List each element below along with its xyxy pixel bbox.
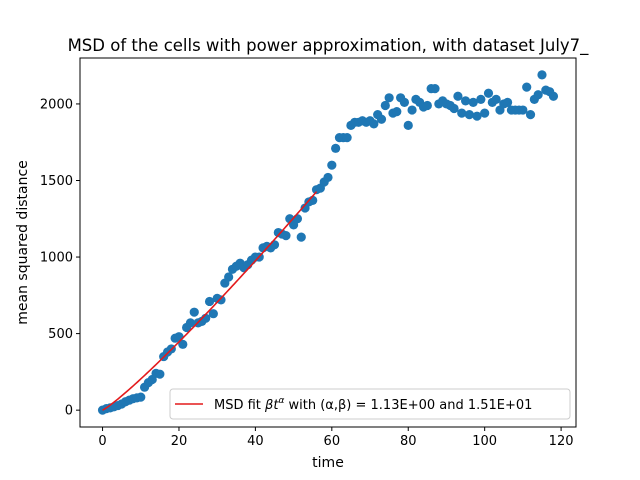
x-tick-label: 120 <box>549 434 574 449</box>
data-point <box>296 232 306 242</box>
data-point <box>518 105 528 115</box>
plot-area <box>79 57 577 428</box>
data-point <box>327 160 337 170</box>
data-point <box>522 82 532 92</box>
y-tick-label: 500 <box>48 327 73 342</box>
x-tick-label: 100 <box>472 434 497 449</box>
legend-box <box>169 388 571 420</box>
y-tick-label: 1500 <box>40 174 73 189</box>
chart-title: MSD of the cells with power approximatio… <box>68 36 590 56</box>
data-point <box>376 114 387 124</box>
data-point <box>468 97 478 108</box>
x-tick-label: 80 <box>400 434 417 449</box>
data-point <box>384 93 394 103</box>
data-point <box>269 240 280 250</box>
data-point <box>548 91 559 101</box>
x-axis: 0 20 40 60 80 100 120 <box>98 427 574 449</box>
y-tick-label: 2000 <box>40 97 73 112</box>
x-tick-label: 60 <box>324 434 341 449</box>
data-point <box>430 84 440 94</box>
data-point <box>185 318 196 328</box>
data-point <box>502 97 513 108</box>
y-tick-label: 1000 <box>40 251 73 266</box>
data-point <box>155 369 165 379</box>
legend: MSD fit βtα with (α,β) = 1.13E+00 and 1.… <box>169 388 571 420</box>
x-axis-label: time <box>312 455 344 471</box>
legend-label-values: 1.13E+00 and 1.51E+01 <box>371 398 533 413</box>
data-point <box>224 272 234 282</box>
data-point <box>189 307 199 317</box>
data-point <box>208 309 218 319</box>
data-point <box>281 231 291 241</box>
data-point <box>422 100 432 111</box>
legend-label-mid: with (α,β) = <box>284 398 370 413</box>
y-axis: 0 500 1000 1500 2000 <box>40 97 80 419</box>
data-point <box>449 103 459 114</box>
data-point <box>323 172 333 183</box>
data-point <box>136 392 146 402</box>
data-point <box>476 94 486 104</box>
data-point <box>460 96 471 106</box>
x-tick-label: 0 <box>98 434 106 449</box>
data-point <box>533 90 543 100</box>
data-point <box>216 295 226 305</box>
data-point <box>453 91 463 101</box>
data-point <box>525 110 536 120</box>
data-point <box>369 119 379 129</box>
y-axis-label: mean squared distance <box>15 160 31 325</box>
data-point <box>204 296 215 307</box>
data-point <box>491 94 501 104</box>
y-tick-label: 0 <box>65 404 73 419</box>
data-point <box>472 111 482 121</box>
legend-label-formula: βt <box>264 398 279 413</box>
x-tick-label: 40 <box>247 434 264 449</box>
data-point <box>392 106 402 117</box>
fit-curve <box>102 191 318 411</box>
legend-label-prefix: MSD fit <box>214 398 265 413</box>
legend-label-exponent: α <box>278 396 284 406</box>
plot-frame <box>79 57 577 428</box>
data-point <box>331 143 341 153</box>
data-point <box>403 120 413 130</box>
data-point <box>342 133 352 143</box>
x-tick-label: 20 <box>171 434 188 449</box>
scatter-series <box>97 70 559 415</box>
data-point <box>380 100 390 111</box>
legend-label: MSD fit βtα with (α,β) = 1.13E+00 and 1.… <box>214 396 532 413</box>
data-point <box>483 88 494 98</box>
data-point <box>178 339 188 349</box>
fit-curve-layer <box>102 191 318 411</box>
data-point <box>480 108 490 118</box>
data-point <box>464 110 474 120</box>
data-point <box>407 105 417 115</box>
data-point <box>457 108 467 118</box>
data-point <box>537 70 547 80</box>
data-point <box>399 97 410 108</box>
data-point <box>292 214 303 224</box>
